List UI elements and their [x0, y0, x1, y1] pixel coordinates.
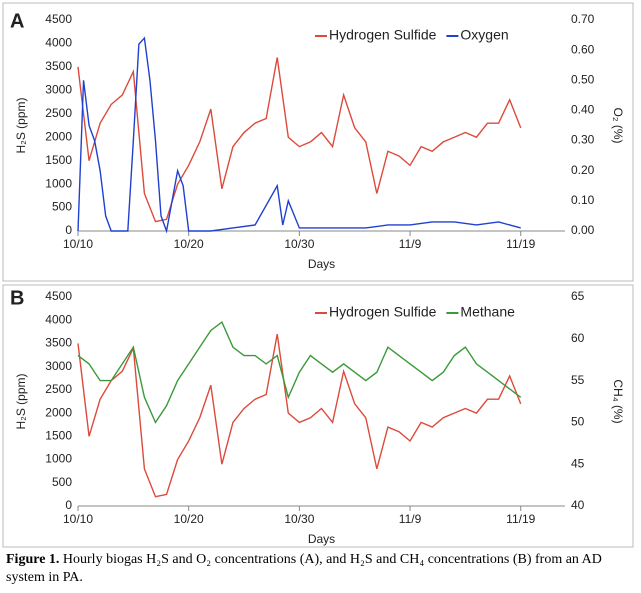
y2-tick-label: 0.00	[571, 223, 595, 237]
y2-tick-label: 45	[571, 456, 585, 470]
data-line	[77, 57, 522, 223]
y-tick-label: 2000	[45, 405, 72, 419]
y2-tick-label: 50	[571, 415, 585, 429]
y-axis-label: H₂S (ppm)	[14, 373, 28, 429]
caption-text: Hourly biogas H₂S and O₂ concentrations …	[6, 552, 602, 585]
y-tick-label: 1000	[45, 176, 72, 190]
y2-tick-label: 65	[571, 289, 585, 303]
y2-tick-label: 55	[571, 373, 585, 387]
x-tick-label: 11/19	[506, 237, 535, 251]
y-tick-label: 4500	[45, 12, 72, 26]
y-tick-label: 1500	[45, 153, 72, 167]
y-tick-label: 3000	[45, 83, 72, 97]
y2-tick-label: 0.30	[571, 133, 595, 147]
panel-frame	[2, 2, 634, 282]
y2-axis-label: CH₄ (%)	[611, 379, 625, 423]
x-axis-label: Days	[308, 532, 335, 546]
data-line	[77, 334, 522, 498]
y2-tick-label: 0.20	[571, 163, 595, 177]
y-tick-label: 3000	[45, 359, 72, 373]
caption-label: Figure 1.	[6, 552, 60, 567]
x-tick-label: 10/20	[174, 512, 204, 526]
data-line	[77, 36, 521, 234]
y2-tick-label: 0.70	[571, 12, 595, 26]
legend-label: Hydrogen Sulfide	[329, 27, 437, 43]
x-tick-label: 11/9	[399, 237, 422, 251]
x-tick-label: 10/10	[63, 512, 93, 526]
y2-tick-label: 0.40	[571, 103, 595, 117]
y2-tick-label: 40	[571, 498, 585, 512]
y2-tick-label: 0.60	[571, 42, 595, 56]
panel-letter: A	[10, 10, 24, 32]
x-tick-label: 10/20	[174, 237, 204, 251]
y-tick-label: 500	[52, 200, 72, 214]
panel-frame	[2, 284, 634, 548]
x-tick-label: 10/30	[284, 512, 314, 526]
data-line	[77, 320, 522, 424]
y-tick-label: 3500	[45, 59, 72, 73]
y-tick-label: 2500	[45, 106, 72, 120]
legend-label: Oxygen	[460, 27, 508, 43]
x-tick-label: 10/10	[63, 237, 93, 251]
y-tick-label: 4000	[45, 36, 72, 50]
y-tick-label: 2000	[45, 129, 72, 143]
y2-axis-label: O₂ (%)	[611, 108, 625, 144]
y2-tick-label: 60	[571, 331, 585, 345]
y-tick-label: 500	[52, 475, 72, 489]
y-tick-label: 4000	[45, 312, 72, 326]
caption: Figure 1. Hourly biogas H₂S and O₂ conce…	[6, 551, 631, 587]
x-tick-label: 11/19	[506, 512, 535, 526]
panel-letter: B	[10, 287, 24, 309]
y-tick-label: 1500	[45, 429, 72, 443]
legend-label: Hydrogen Sulfide	[329, 304, 437, 320]
y-tick-label: 0	[65, 223, 72, 237]
y2-tick-label: 0.50	[571, 72, 595, 86]
x-tick-label: 10/30	[284, 237, 314, 251]
charts: A0500100015002000250030003500400045000.0…	[2, 2, 634, 548]
y-tick-label: 4500	[45, 289, 72, 303]
legend-label: Methane	[460, 304, 515, 320]
y-tick-label: 0	[65, 498, 72, 512]
y-tick-label: 3500	[45, 336, 72, 350]
y-axis-label: H₂S (ppm)	[14, 97, 28, 153]
x-axis-label: Days	[308, 257, 335, 271]
x-tick-label: 11/9	[399, 512, 422, 526]
y-tick-label: 2500	[45, 382, 72, 396]
y-tick-label: 1000	[45, 452, 72, 466]
y2-tick-label: 0.10	[571, 193, 595, 207]
